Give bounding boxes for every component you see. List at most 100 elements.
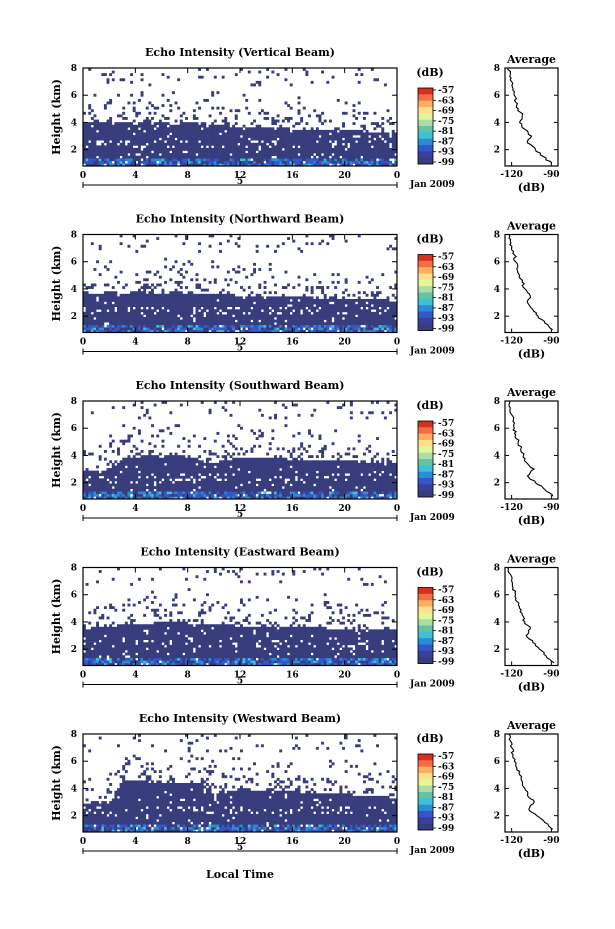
avg-x-tick-label: -90 — [543, 670, 559, 680]
x-tick-label: 8 — [185, 338, 191, 348]
colorbar-tick-label: -87 — [438, 637, 454, 647]
x-tick-label: 0 — [80, 338, 86, 348]
y-tick-label: 2 — [71, 645, 77, 655]
avg-x-tick-label: -90 — [543, 170, 559, 180]
y-tick-label: 8 — [71, 64, 77, 74]
panel-2: Echo Intensity (Northward Beam) 2 4 6 8 Heigh… — [50, 213, 560, 361]
average-profile: Average 2 4 6 8 -120 -90(dB) — [494, 220, 560, 361]
avg-y-tick-label: 4 — [494, 285, 500, 295]
colorbar: (dB) -57-63-69-75-81-87-93-99 — [416, 66, 454, 168]
avg-y-tick-label: 8 — [494, 397, 500, 407]
colorbar-tick-label: -57 — [438, 86, 454, 96]
colorbar-tick-label: -93 — [438, 314, 454, 324]
panel-5: Echo Intensity (Westward Beam) 2 4 6 8 Height… — [50, 712, 560, 860]
avg-x-tick-label: -90 — [543, 503, 559, 513]
y-tick-label: 6 — [71, 757, 77, 767]
y-axis-label: Height (km) — [50, 745, 63, 821]
y-tick-label: 4 — [71, 118, 77, 128]
x-tick-label: 0 — [394, 504, 400, 514]
x-tick-label: 8 — [185, 171, 191, 181]
colorbar-tick-label: -99 — [438, 158, 454, 168]
x-tick-label: 12 — [234, 171, 247, 181]
average-line — [507, 567, 555, 664]
avg-y-tick-label: 2 — [494, 645, 500, 655]
average-profile: Average 2 4 6 8 -120 -90(dB) — [494, 719, 560, 860]
date-label: Jan 2009 — [409, 846, 455, 856]
x-tick-label: 16 — [286, 504, 299, 514]
colorbar-tick-label: -75 — [438, 450, 454, 460]
avg-y-tick-label: 8 — [494, 564, 500, 574]
x-tick-label: 0 — [80, 504, 86, 514]
x-tick-label: 16 — [286, 338, 299, 348]
colorbar-tick-label: -63 — [438, 429, 454, 439]
avg-y-tick-label: 4 — [494, 451, 500, 461]
colorbar-tick-label: -57 — [438, 752, 454, 762]
x-tick-label: 0 — [80, 171, 86, 181]
colorbar-tick-label: -69 — [438, 273, 454, 283]
colorbar-tick-label: -99 — [438, 824, 454, 834]
y-tick-label: 4 — [71, 451, 77, 461]
x-tick-label: 16 — [286, 837, 299, 847]
x-tick-label: 4 — [132, 671, 138, 681]
avg-y-tick-label: 2 — [494, 479, 500, 489]
average-x-label: (dB) — [518, 514, 545, 527]
x-tick-label: 0 — [394, 171, 400, 181]
average-title: Average — [506, 386, 556, 399]
panel-1: Echo Intensity (Vertical Beam) 2 4 6 8 Height… — [50, 46, 560, 194]
x-tick-label: 4 — [132, 338, 138, 348]
colorbar-tick-label: -87 — [438, 304, 454, 314]
x-tick-label: 20 — [338, 504, 351, 514]
x-tick-label: 12 — [234, 837, 247, 847]
colorbar-tick-label: -87 — [438, 470, 454, 480]
colorbar-tick-label: -99 — [438, 491, 454, 501]
colorbar-tick-label: -81 — [438, 294, 454, 304]
x-tick-label: 20 — [338, 338, 351, 348]
colorbar: (dB) -57-63-69-75-81-87-93-99 — [416, 566, 454, 668]
average-line — [508, 400, 554, 497]
avg-y-tick-label: 4 — [494, 618, 500, 628]
avg-y-tick-label: 2 — [494, 312, 500, 322]
heatmap-cells — [83, 401, 398, 500]
y-tick-label: 8 — [71, 564, 77, 574]
y-axis-label: Height (km) — [50, 579, 63, 655]
y-axis-label: Height (km) — [50, 412, 63, 488]
y-tick-label: 4 — [71, 285, 77, 295]
heatmap-cells — [83, 567, 398, 666]
colorbar-tick-label: -99 — [438, 658, 454, 668]
y-tick-label: 8 — [71, 730, 77, 740]
x-axis-label: Local Time — [206, 868, 274, 881]
x-tick-label: 12 — [234, 671, 247, 681]
average-profile: Average 2 4 6 8 -120 -90(dB) — [494, 553, 560, 694]
panel-title: Echo Intensity (Vertical Beam) — [145, 46, 335, 59]
average-title: Average — [506, 220, 556, 233]
avg-y-tick-label: 2 — [494, 812, 500, 822]
panel-title: Echo Intensity (Southward Beam) — [136, 379, 345, 392]
x-tick-label: 4 — [132, 171, 138, 181]
colorbar-tick-label: -81 — [438, 460, 454, 470]
avg-x-tick-label: -120 — [500, 503, 523, 513]
average-line — [508, 733, 554, 830]
x-tick-label: 12 — [234, 504, 247, 514]
date-tick-label: 5 — [237, 344, 243, 354]
colorbar-tick-label: -93 — [438, 647, 454, 657]
x-tick-label: 4 — [132, 837, 138, 847]
x-tick-label: 16 — [286, 171, 299, 181]
x-tick-label: 0 — [80, 671, 86, 681]
colorbar-tick-label: -93 — [438, 148, 454, 158]
average-line — [507, 67, 552, 164]
x-tick-label: 20 — [338, 671, 351, 681]
date-tick-label: 5 — [237, 677, 243, 687]
y-axis-label: Height (km) — [50, 79, 63, 155]
colorbar-tick-label: -63 — [438, 596, 454, 606]
avg-y-tick-label: 8 — [494, 730, 500, 740]
y-axis-label: Height (km) — [50, 246, 63, 322]
x-tick-label: 0 — [394, 837, 400, 847]
colorbar-tick-label: -81 — [438, 627, 454, 637]
x-tick-label: 8 — [185, 504, 191, 514]
colorbar-tick-label: -81 — [438, 793, 454, 803]
colorbar-tick-label: -57 — [438, 419, 454, 429]
avg-y-tick-label: 6 — [494, 424, 500, 434]
colorbar-tick-label: -63 — [438, 762, 454, 772]
colorbar-label: (dB) — [416, 399, 443, 412]
colorbar-tick-label: -57 — [438, 586, 454, 596]
